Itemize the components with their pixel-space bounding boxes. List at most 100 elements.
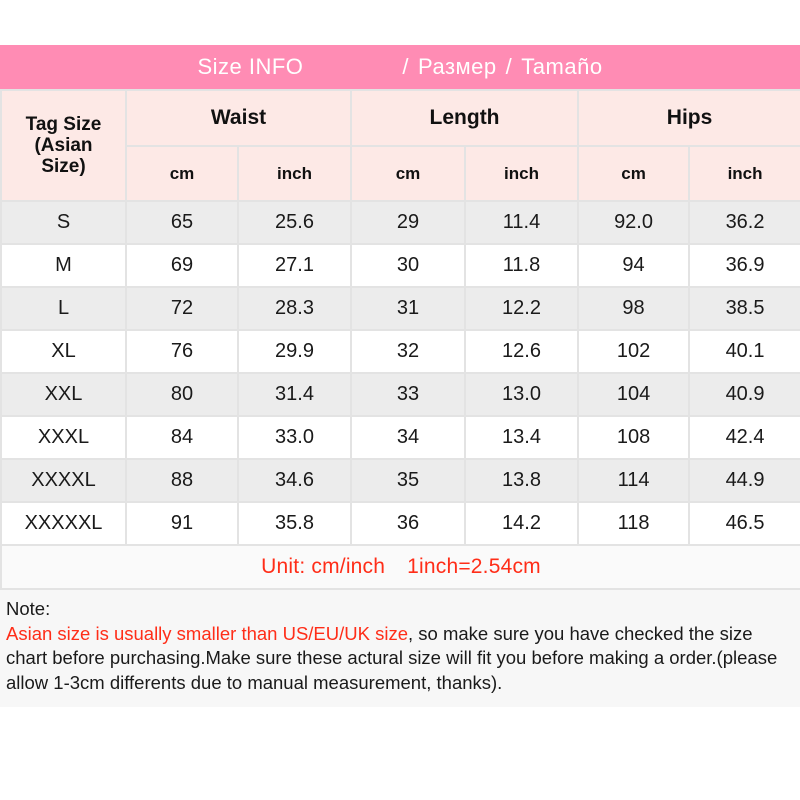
cell-hips-cm: 92.0: [577, 200, 691, 245]
header-group-hips: Hips: [577, 89, 800, 147]
table-row: XL 76 29.9 32 12.6 102 40.1: [0, 329, 800, 374]
table-row: L 72 28.3 31 12.2 98 38.5: [0, 286, 800, 331]
cell-hips-cm: 114: [577, 458, 691, 503]
unit-note-cell: Unit: cm/inch 1inch=2.54cm: [0, 544, 800, 590]
cell-hips-cm: 94: [577, 243, 691, 288]
cell-length-cm: 32: [350, 329, 467, 374]
cell-waist-inch: 25.6: [236, 200, 353, 245]
cell-length-cm: 36: [350, 501, 467, 546]
cell-hips-inch: 36.2: [688, 200, 800, 245]
cell-waist-cm: 91: [125, 501, 239, 546]
cell-hips-cm: 98: [577, 286, 691, 331]
note-text: Asian size is usually smaller than US/EU…: [6, 622, 794, 696]
table-row: XXXXL 88 34.6 35 13.8 114 44.9: [0, 458, 800, 503]
table-row: S 65 25.6 29 11.4 92.0 36.2: [0, 200, 800, 245]
table-row: XXL 80 31.4 33 13.0 104 40.9: [0, 372, 800, 417]
header-group-waist: Waist: [124, 89, 353, 147]
cell-length-cm: 31: [350, 286, 467, 331]
cell-waist-cm: 84: [125, 415, 239, 460]
unit-text: Unit: cm/inch: [261, 555, 386, 578]
cell-hips-inch: 46.5: [688, 501, 800, 546]
cell-hips-inch: 44.9: [688, 458, 800, 503]
header-length-cm: cm: [350, 145, 467, 202]
cell-length-cm: 35: [350, 458, 467, 503]
cell-size: XXXL: [0, 415, 127, 460]
header-group-length: Length: [350, 89, 580, 147]
cell-size: M: [0, 243, 127, 288]
cell-length-inch: 12.6: [464, 329, 580, 374]
header-hips-inch: inch: [688, 145, 800, 202]
cell-length-cm: 29: [350, 200, 467, 245]
cell-hips-inch: 42.4: [688, 415, 800, 460]
title-spanish: Tamaño: [521, 54, 603, 79]
cell-size: L: [0, 286, 127, 331]
cell-hips-cm: 118: [577, 501, 691, 546]
title-separator-1: /: [402, 54, 410, 79]
bottom-spacer: [0, 707, 800, 763]
title-separator-2: /: [505, 54, 513, 79]
cell-hips-inch: 40.9: [688, 372, 800, 417]
table-row: M 69 27.1 30 11.8 94 36.9: [0, 243, 800, 288]
cell-length-inch: 13.4: [464, 415, 580, 460]
header-row-groups: Tag Size (Asian Size) Waist Length Hips: [0, 89, 800, 202]
title-english: Size INFO: [197, 54, 304, 79]
cell-length-inch: 14.2: [464, 501, 580, 546]
tag-size-line-3: Size): [41, 156, 86, 178]
cell-waist-inch: 33.0: [236, 415, 353, 460]
size-info-title-band: Size INFO / Размер / Tamaño: [0, 45, 800, 89]
cell-hips-cm: 104: [577, 372, 691, 417]
header-waist-cm: cm: [125, 145, 239, 202]
size-chart-table: Tag Size (Asian Size) Waist Length Hips …: [0, 89, 800, 590]
cell-length-cm: 33: [350, 372, 467, 417]
unit-note-row: Unit: cm/inch 1inch=2.54cm: [0, 544, 800, 590]
conversion-text: 1inch=2.54cm: [407, 555, 541, 578]
cell-waist-cm: 72: [125, 286, 239, 331]
cell-length-inch: 13.0: [464, 372, 580, 417]
note-label: Note:: [6, 598, 51, 619]
cell-waist-inch: 29.9: [236, 329, 353, 374]
cell-waist-cm: 69: [125, 243, 239, 288]
cell-hips-inch: 38.5: [688, 286, 800, 331]
cell-size: XXL: [0, 372, 127, 417]
cell-size: XXXXL: [0, 458, 127, 503]
cell-waist-inch: 28.3: [236, 286, 353, 331]
cell-waist-cm: 65: [125, 200, 239, 245]
title-russian: Размер: [418, 54, 497, 79]
cell-waist-inch: 31.4: [236, 372, 353, 417]
note-red-text: Asian size is usually smaller than US/EU…: [6, 622, 409, 644]
cell-length-cm: 34: [350, 415, 467, 460]
cell-hips-cm: 108: [577, 415, 691, 460]
header-tag-size: Tag Size (Asian Size): [0, 89, 127, 202]
cell-length-inch: 13.8: [464, 458, 580, 503]
cell-hips-cm: 102: [577, 329, 691, 374]
tag-size-line-1: Tag Size: [25, 113, 102, 135]
table-row: XXXL 84 33.0 34 13.4 108 42.4: [0, 415, 800, 460]
cell-length-inch: 11.8: [464, 243, 580, 288]
table-body: S 65 25.6 29 11.4 92.0 36.2 M 69 27.1 30…: [0, 200, 800, 590]
tag-size-line-2: (Asian: [34, 134, 93, 156]
cell-waist-inch: 35.8: [236, 501, 353, 546]
header-hips-cm: cm: [577, 145, 691, 202]
note-black-text: , so make sure you have checked the size…: [6, 622, 778, 693]
cell-waist-inch: 34.6: [236, 458, 353, 503]
cell-hips-inch: 40.1: [688, 329, 800, 374]
header-row-units: cm inch cm inch cm inch: [1, 145, 800, 202]
cell-size: XL: [0, 329, 127, 374]
note-block: Note: Asian size is usually smaller than…: [0, 590, 800, 708]
cell-waist-inch: 27.1: [236, 243, 353, 288]
header-waist-inch: inch: [236, 145, 353, 202]
header-length-inch: inch: [464, 145, 580, 202]
cell-length-inch: 11.4: [464, 200, 580, 245]
cell-waist-cm: 80: [125, 372, 239, 417]
cell-waist-cm: 76: [125, 329, 239, 374]
top-spacer: [0, 0, 800, 45]
table-row: XXXXXL 91 35.8 36 14.2 118 46.5: [0, 501, 800, 546]
cell-waist-cm: 88: [125, 458, 239, 503]
cell-length-cm: 30: [350, 243, 467, 288]
cell-hips-inch: 36.9: [688, 243, 800, 288]
cell-size: S: [0, 200, 127, 245]
table-header: Tag Size (Asian Size) Waist Length Hips …: [0, 89, 800, 202]
cell-size: XXXXXL: [0, 501, 127, 546]
cell-length-inch: 12.2: [464, 286, 580, 331]
